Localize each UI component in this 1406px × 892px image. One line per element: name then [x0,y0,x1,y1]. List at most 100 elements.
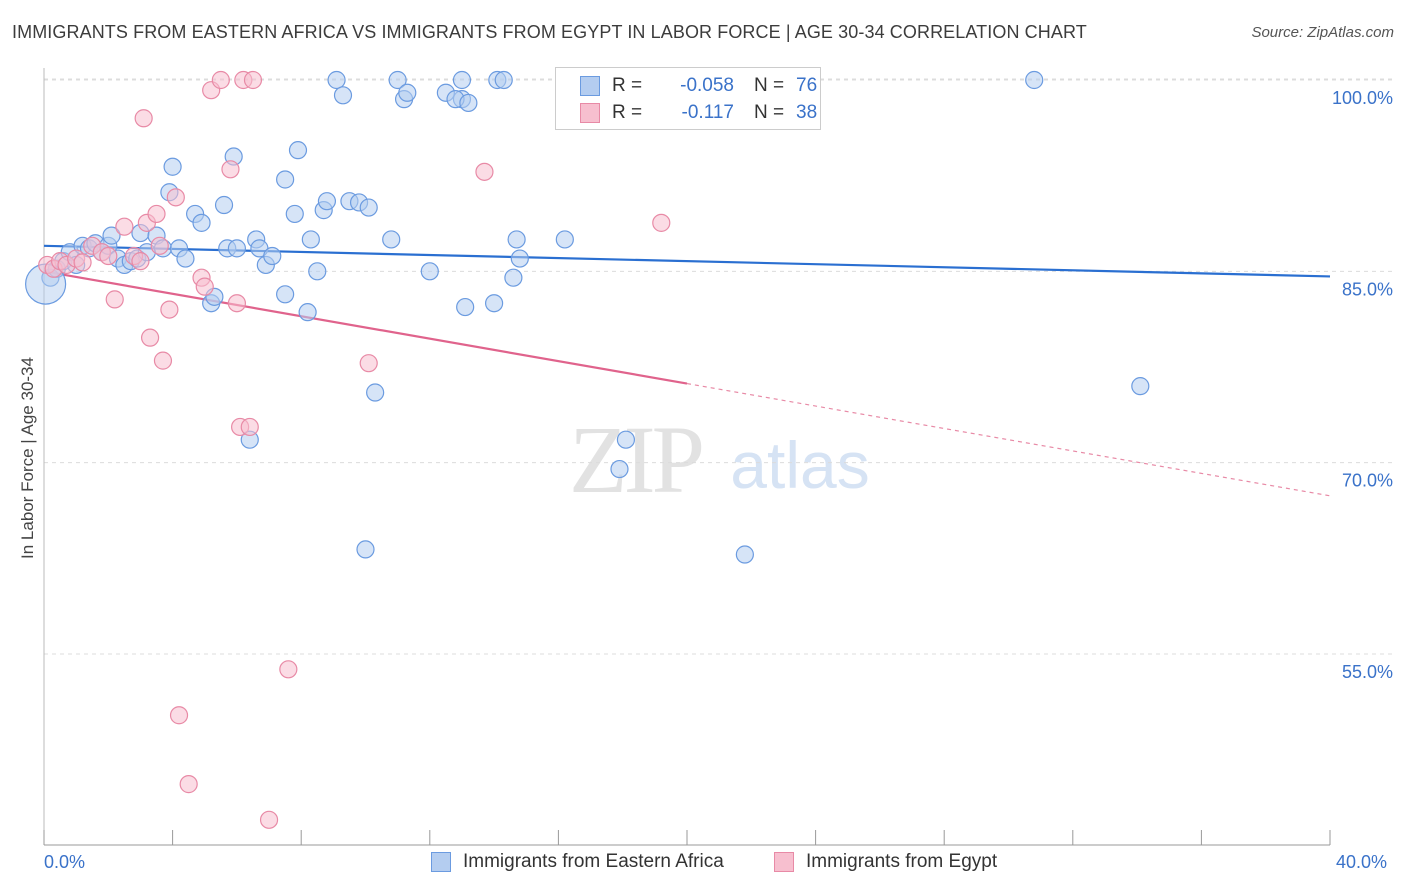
gridlines [44,78,1392,655]
eastern-africa-point [388,70,407,90]
eastern-africa-point [398,83,417,102]
series-legend-label: Immigrants from Egypt [806,851,998,872]
legend-n-label: N = [754,102,785,123]
y-tick-label: 100.0% [1332,88,1393,108]
series-legend-item-egypt: Immigrants from Egypt [774,851,997,873]
eastern-africa-point [285,204,304,224]
egypt-point [243,70,263,90]
eastern-africa-point [298,303,317,322]
eastern-africa-point [356,540,375,559]
legend-n-value: 76 [796,75,818,96]
y-tick-label: 70.0% [1342,471,1393,491]
series-egypt [38,70,671,829]
egypt-point [134,109,153,128]
trend-line-egypt [43,270,688,385]
eastern-africa-point [735,545,754,564]
eastern-africa-point [420,262,439,281]
y-tick-labels: 55.0% 70.0% 85.0% 100.0% [1332,88,1393,682]
eastern-africa-point [504,268,523,287]
eastern-africa-point [494,70,513,90]
legend-row-egypt: R = -0.117 N = 38 [556,100,817,126]
series-legend-item-eastern-africa: Immigrants from Eastern Africa [431,851,724,873]
egypt-point [475,162,494,181]
egypt-point [227,294,246,313]
x-tick-label-min: 0.0% [44,852,86,872]
watermark-atlas: atlas [730,428,869,502]
eastern-africa-point [288,141,308,160]
eastern-africa-point [366,383,385,402]
egypt-point [166,188,185,207]
egypt-point [169,706,189,725]
eastern-africa-point [317,192,337,211]
eastern-africa-point [452,70,472,90]
x-tick-label-max: 40.0% [1336,852,1388,872]
legend-row-eastern-africa: R = -0.058 N = 76 [556,73,817,99]
egypt-point [99,246,118,266]
eastern-africa-point [192,213,211,232]
egypt-point [115,217,134,236]
egypt-point [105,290,124,309]
series-legend: Immigrants from Eastern Africa Immigrant… [0,851,1406,877]
eastern-africa-point [327,70,346,90]
y-tick-label: 55.0% [1342,662,1393,682]
watermark-zip: ZIP [569,406,702,513]
eastern-africa-point [555,230,574,249]
series-legend-swatch-blue [431,852,451,872]
egypt-point [195,277,214,296]
chart-title: IMMIGRANTS FROM EASTERN AFRICA VS IMMIGR… [12,22,1087,42]
legend-n-label: N = [754,75,785,96]
eastern-africa-point [176,249,195,268]
eastern-africa-point [459,93,478,113]
eastern-africa-point [382,230,401,249]
egypt-point [359,354,378,373]
eastern-africa-point [507,230,526,249]
legend-r-value: -0.117 [681,102,734,123]
watermark: ZIP atlas [569,406,870,513]
eastern-africa-point [227,239,246,258]
eastern-africa-point [616,430,636,449]
egypt-point [160,300,179,319]
source-label: Source: ZipAtlas.com [1251,24,1394,41]
eastern-africa-point [1131,377,1150,396]
series-eastern-africa [25,70,1150,564]
correlation-legend: R = -0.058 N = 76 R = -0.117 N = 38 [555,67,821,130]
eastern-africa-point [214,195,234,215]
eastern-africa-point [456,297,475,317]
eastern-africa-point [263,246,282,266]
egypt-point [211,70,230,90]
egypt-point [131,252,150,271]
series-legend-swatch-pink [774,852,794,872]
eastern-africa-point [102,226,121,245]
eastern-africa-point [1025,70,1044,90]
eastern-africa-point [333,86,353,105]
series-legend-label: Immigrants from Eastern Africa [463,851,724,872]
eastern-africa-point [308,262,327,281]
egypt-point [221,160,240,179]
egypt-point [652,213,671,232]
egypt-point [259,810,279,829]
egypt-point [279,660,298,679]
legend-r-label: R = [612,102,643,123]
egypt-point [150,236,169,255]
legend-r-value: -0.058 [680,75,734,96]
eastern-africa-point [163,157,182,176]
eastern-africa-point [276,285,295,304]
eastern-africa-point [510,249,529,268]
legend-swatch-blue [580,76,600,96]
legend-swatch-pink [580,103,600,123]
legend-n-value: 38 [796,102,818,123]
eastern-africa-point [301,230,320,249]
egypt-point [240,417,259,437]
egypt-point [147,204,166,224]
egypt-point [153,351,173,370]
y-tick-label: 85.0% [1342,279,1393,299]
egypt-point [140,328,160,347]
egypt-point [179,775,198,794]
egypt-point [73,253,92,272]
x-ticks [43,830,1331,845]
y-axis-label: In Labor Force | Age 30-34 [18,357,37,559]
eastern-africa-point [610,459,629,479]
eastern-africa-point [276,170,295,189]
eastern-africa-point [485,294,504,313]
